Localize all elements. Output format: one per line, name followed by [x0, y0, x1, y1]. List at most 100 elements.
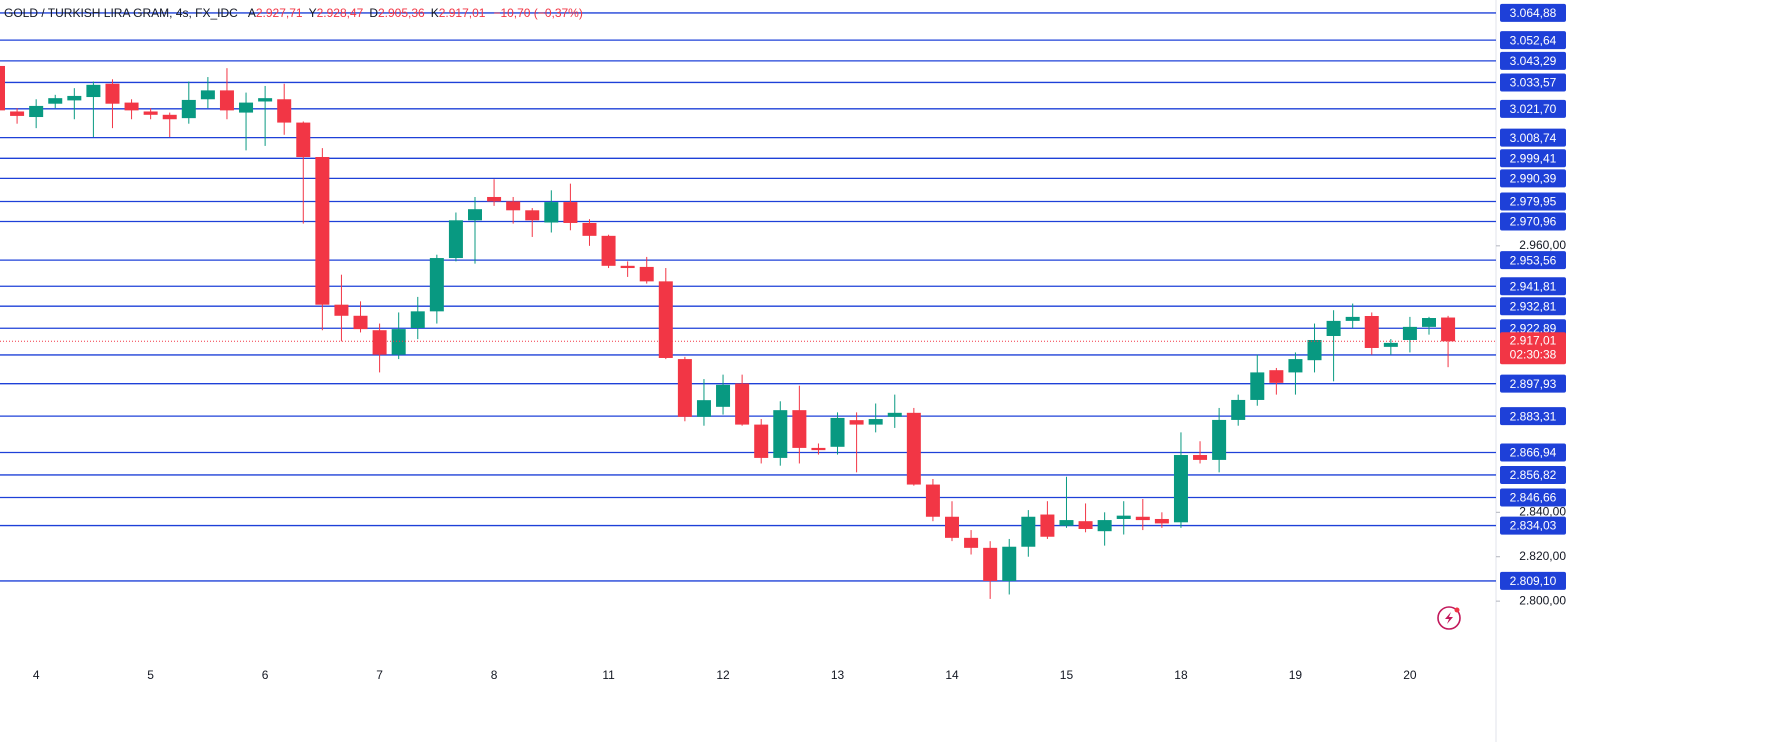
level-tag-label: 3.052,64 — [1510, 33, 1557, 47]
candle-body — [525, 210, 540, 221]
candle-body — [1231, 399, 1246, 420]
candle-body — [792, 410, 807, 448]
level-tag — [1500, 3, 1566, 22]
candle-body — [830, 417, 845, 447]
candle-body — [1154, 518, 1169, 524]
candle-body — [563, 202, 578, 223]
level-tag — [1500, 374, 1566, 393]
candle-body — [544, 202, 559, 223]
candle-body — [925, 484, 940, 517]
candle-body — [1441, 317, 1456, 342]
level-tag-label: 2.970,96 — [1510, 215, 1557, 229]
x-tick-label: 12 — [716, 668, 730, 682]
candle-body — [200, 90, 215, 100]
candle-body — [506, 201, 521, 211]
level-tag-label: 3.021,70 — [1510, 102, 1557, 116]
candle-body — [1326, 320, 1341, 336]
ohlc-key: Y — [309, 6, 317, 20]
candle-body — [1402, 326, 1417, 340]
candle-body — [1288, 359, 1303, 373]
candle-body — [945, 516, 959, 538]
candle-body — [0, 65, 5, 111]
candle-body — [1173, 455, 1188, 523]
level-tag-label: 2.953,56 — [1510, 253, 1557, 267]
candle-body — [887, 412, 902, 417]
level-tag-label: 2.856,82 — [1510, 468, 1557, 482]
candle-body — [1078, 521, 1093, 529]
candle-body — [86, 84, 101, 98]
y-tick-label: 2.820,00 — [1519, 549, 1566, 563]
level-tag — [1500, 31, 1566, 50]
level-tag-label: 2.990,39 — [1510, 172, 1557, 186]
level-tag — [1500, 277, 1566, 296]
candle-body — [372, 330, 387, 355]
candle-body — [296, 122, 311, 158]
y-tick-label: 2.960,00 — [1519, 238, 1566, 252]
level-tag-label: 2.846,66 — [1510, 491, 1557, 505]
candle-body — [1097, 520, 1112, 532]
y-tick-label: 2.800,00 — [1519, 593, 1566, 607]
header: GOLD / TURKISH LIRA GRAM, 4s, FX_IDC A 2.9… — [4, 6, 583, 20]
candle-body — [582, 222, 597, 236]
level-tag-label: 2.941,81 — [1510, 279, 1557, 293]
candle-body — [906, 412, 921, 485]
candle-body — [735, 383, 750, 425]
candle-body — [1364, 316, 1379, 348]
symbol: GOLD / TURKISH LIRA GRAM, 4s, FX_IDC — [4, 6, 238, 20]
level-tag-label: 2.809,10 — [1510, 574, 1557, 588]
x-tick-label: 15 — [1060, 668, 1074, 682]
x-tick-label: 18 — [1174, 668, 1188, 682]
candle-body — [1422, 318, 1436, 327]
level-tag-label: 3.033,57 — [1510, 76, 1557, 90]
x-tick-label: 20 — [1403, 668, 1417, 682]
level-tag — [1500, 516, 1566, 535]
candle-body — [1135, 516, 1150, 521]
level-tag — [1500, 297, 1566, 316]
candle-body — [868, 419, 883, 425]
candle-body — [811, 447, 826, 451]
level-tag-label: 2.932,81 — [1510, 299, 1557, 313]
candle-body — [410, 311, 425, 328]
x-tick-label: 7 — [376, 668, 383, 682]
candle-body — [1212, 419, 1227, 460]
candle-body — [29, 105, 44, 118]
candle-body — [468, 209, 482, 221]
candle-body — [601, 235, 616, 266]
level-tag — [1500, 465, 1566, 484]
level-tag — [1500, 51, 1566, 70]
level-tag — [1500, 443, 1566, 462]
candle-body — [48, 98, 63, 104]
candle-body — [754, 424, 769, 458]
x-tick-label: 8 — [491, 668, 498, 682]
level-tag — [1500, 212, 1566, 231]
ohlc-value: 2.917,01 — [439, 6, 486, 20]
candle-body — [353, 315, 368, 330]
x-tick-label: 6 — [262, 668, 269, 682]
x-tick-label: 19 — [1289, 668, 1303, 682]
ohlc-key: K — [431, 6, 439, 20]
candle-body — [1059, 520, 1074, 526]
candle-body — [1250, 372, 1265, 400]
candle-body — [1021, 516, 1036, 547]
candle-body — [334, 304, 349, 316]
level-tag-label: 2.979,95 — [1510, 195, 1557, 209]
candle-body — [983, 547, 998, 581]
level-tag-label: 2.883,31 — [1510, 409, 1557, 423]
candle-body — [429, 258, 444, 312]
candle-body — [716, 384, 731, 407]
candle-body — [487, 196, 502, 202]
x-tick-label: 5 — [147, 668, 154, 682]
candle-body — [67, 95, 82, 101]
candle-body — [1269, 370, 1284, 383]
change: −10,70 (−0,37%) — [493, 6, 582, 20]
candle-body — [658, 281, 673, 358]
ohlc-key: A — [248, 6, 256, 20]
level-tag — [1500, 149, 1566, 168]
ohlc-value: 2.905,36 — [378, 6, 425, 20]
candle-body — [10, 111, 25, 116]
candle-body — [391, 329, 406, 355]
level-tag — [1500, 407, 1566, 426]
candle-body — [1307, 339, 1322, 361]
y-tick-label: 2.840,00 — [1519, 504, 1566, 518]
